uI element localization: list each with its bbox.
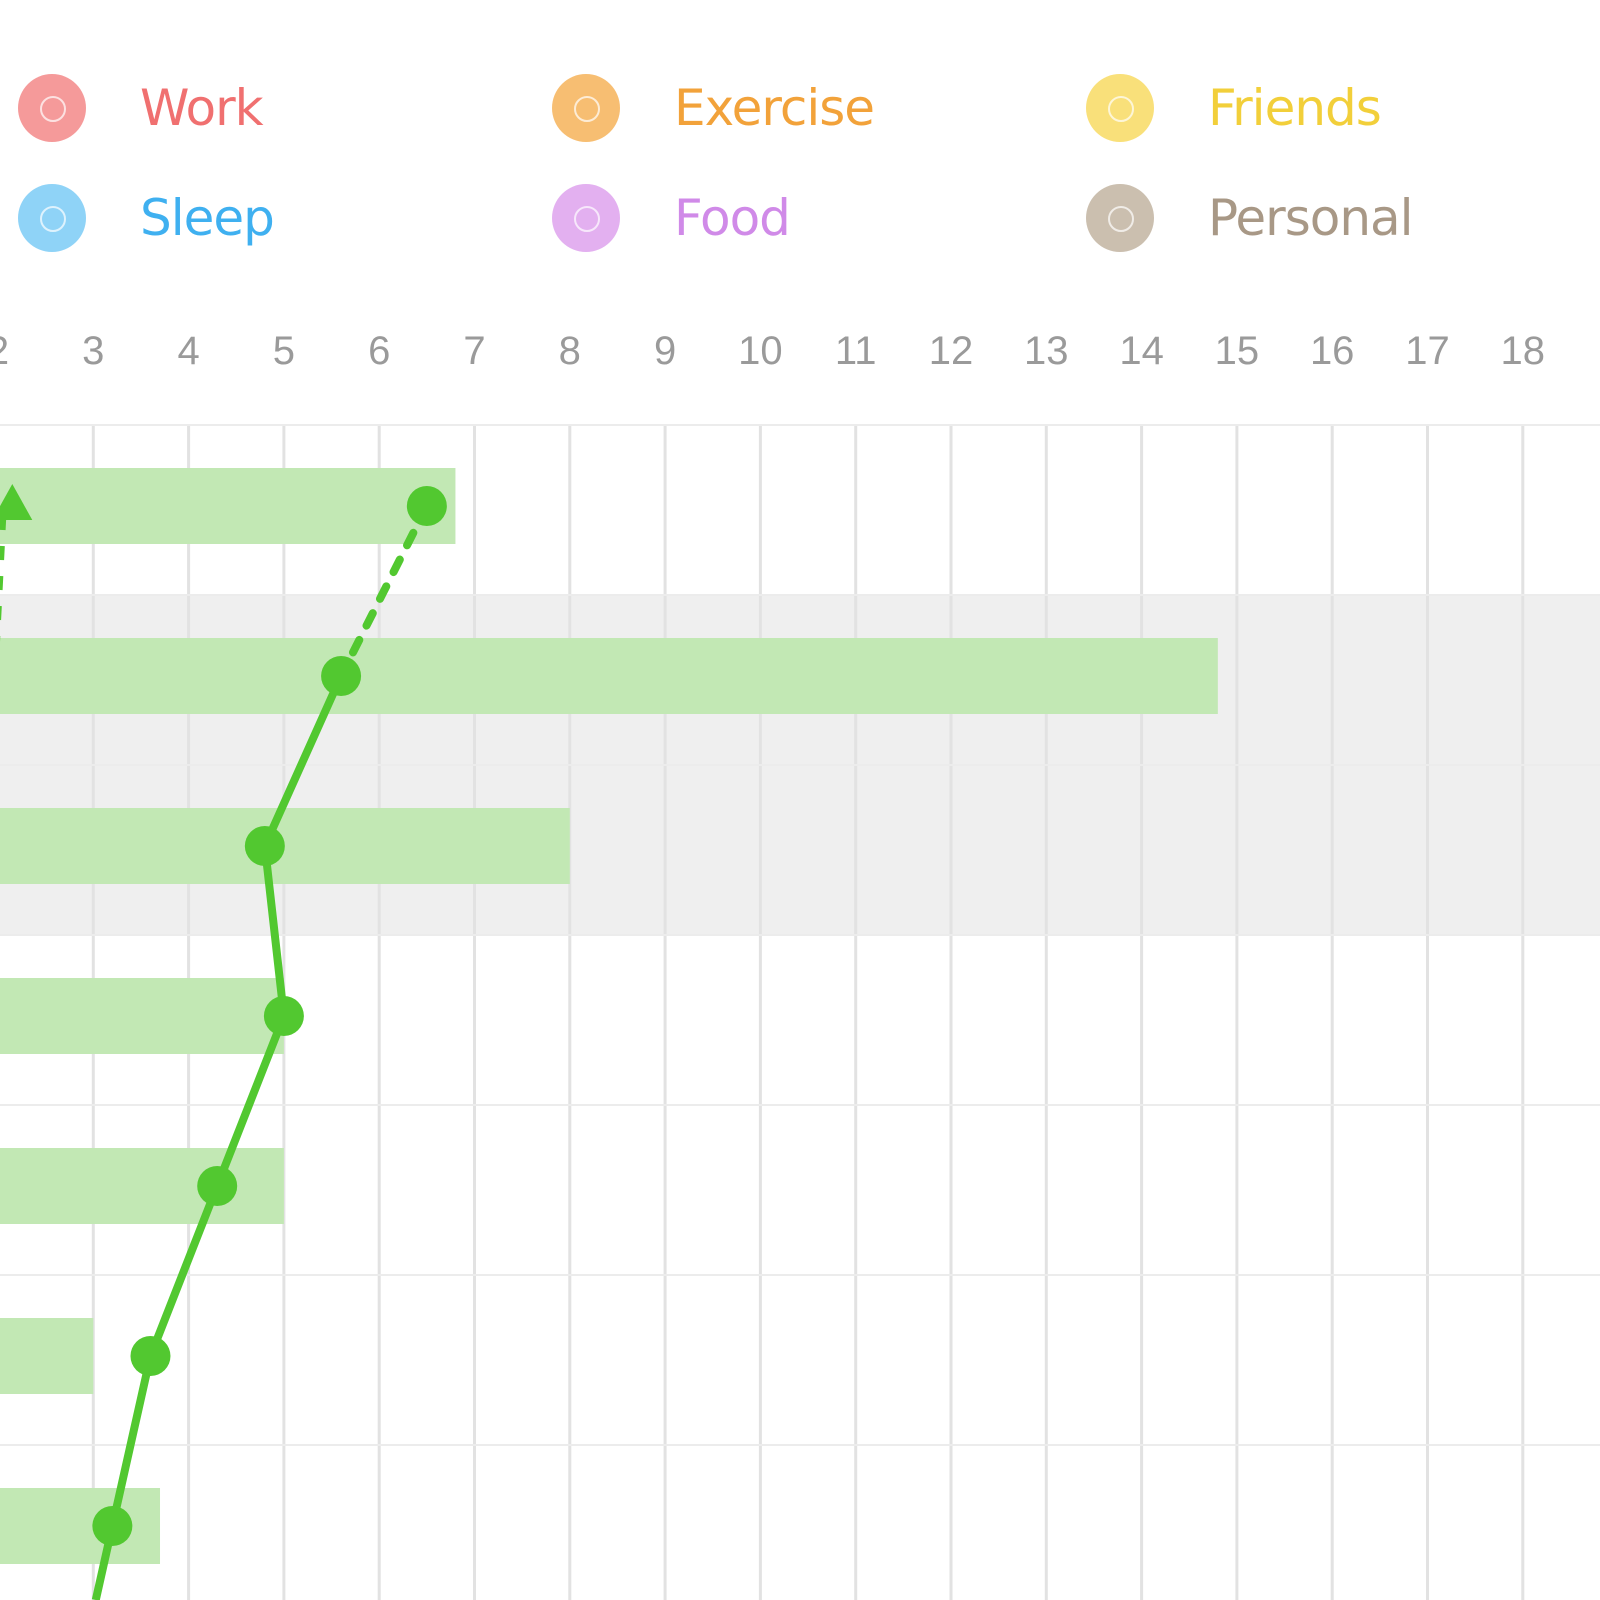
x-axis-ticks: 2 3 4 5 6 7 8 9 10 11 12 13 14 15 16 17 18 — [0, 329, 1545, 373]
trend-segment-solid — [108, 674, 345, 1527]
personal-icon — [1086, 184, 1154, 252]
bar-row-5 — [0, 1318, 94, 1394]
legend-item-exercise[interactable]: Exercise — [552, 68, 875, 148]
trend-point-5 — [130, 1336, 171, 1376]
exercise-icon — [552, 74, 620, 142]
legend-label-sleep: Sleep — [140, 189, 275, 247]
x-tick-label: 14 — [1119, 329, 1164, 373]
x-tick-label: 7 — [463, 329, 485, 373]
legend-label-work: Work — [140, 79, 264, 137]
work-icon — [18, 74, 86, 142]
x-tick-label: 5 — [273, 329, 295, 373]
legend-label-food: Food — [674, 189, 791, 247]
x-tick-label: 3 — [82, 329, 104, 373]
trend-segment-dashed — [337, 502, 431, 680]
x-tick-label: 11 — [835, 329, 877, 373]
trend-point-2 — [244, 826, 285, 866]
bar-row-3 — [0, 978, 284, 1054]
bar-row-0 — [0, 468, 456, 544]
legend-label-exercise: Exercise — [674, 79, 875, 137]
bar-row-4 — [0, 1148, 284, 1224]
x-tick-label: 8 — [559, 329, 581, 373]
timeline-chart: 2 3 4 5 6 7 8 9 10 11 12 13 14 15 16 17 18 — [0, 329, 1600, 1600]
bar-row-1 — [0, 638, 1218, 714]
x-tick-label: 9 — [654, 329, 676, 373]
x-tick-label: 2 — [0, 329, 9, 373]
x-tick-label: 13 — [1024, 329, 1069, 373]
triangle-marker — [0, 484, 33, 520]
x-tick-label: 4 — [177, 329, 199, 373]
food-icon — [552, 184, 620, 252]
x-tick-label: 16 — [1310, 329, 1355, 373]
trend-points — [0, 484, 447, 1546]
x-tick-label: 18 — [1501, 329, 1546, 373]
legend-item-friends[interactable]: Friends — [1086, 68, 1382, 148]
legend-label-friends: Friends — [1208, 79, 1382, 137]
x-tick-label: 10 — [738, 329, 783, 373]
x-tick-label: 6 — [368, 329, 390, 373]
trend-point-1 — [321, 656, 362, 696]
trend-point-4 — [197, 1166, 238, 1206]
legend-label-personal: Personal — [1208, 189, 1414, 247]
legend-item-personal[interactable]: Personal — [1086, 178, 1414, 258]
legend-item-work[interactable]: Work — [18, 68, 264, 148]
x-tick-label: 15 — [1215, 329, 1260, 373]
grid — [0, 424, 1600, 1600]
bar-row-6 — [0, 1488, 161, 1564]
x-tick-label: 12 — [929, 329, 974, 373]
x-tick-label: 17 — [1405, 329, 1450, 373]
legend-item-sleep[interactable]: Sleep — [18, 178, 275, 258]
legend: Work Exercise Friends Sleep Food Persona… — [0, 0, 1600, 300]
trend-point-0 — [406, 486, 447, 526]
bar-row-2 — [0, 808, 570, 884]
trend-point-6 — [92, 1506, 133, 1546]
sleep-icon — [18, 184, 86, 252]
bars — [0, 468, 1218, 1564]
friends-icon — [1086, 74, 1154, 142]
trend-point-3 — [263, 996, 304, 1036]
legend-item-food[interactable]: Food — [552, 178, 791, 258]
